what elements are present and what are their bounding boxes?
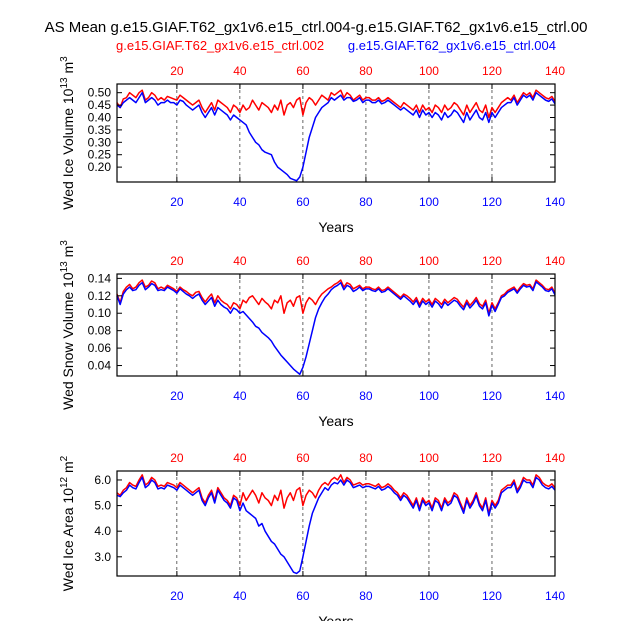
y-tick-label: 0.04 [88, 359, 112, 373]
plot-frame [116, 470, 556, 577]
x-tick-label-bottom: 20 [170, 589, 184, 603]
series-line-blue [116, 91, 556, 182]
x-tick-label-top: 140 [545, 254, 565, 268]
y-tick-label: 4.0 [94, 524, 111, 538]
x-tick-label-bottom: 120 [482, 589, 502, 603]
x-tick-label-top: 80 [359, 254, 373, 268]
y-axis-label-part: m [60, 62, 76, 78]
series-line-blue [116, 281, 556, 376]
y-tick-label: 0.10 [88, 306, 112, 320]
y-tick-label: 0.06 [88, 341, 112, 355]
y-axis-label-part: 2 [59, 455, 70, 461]
x-tick-label-bottom: 80 [359, 589, 373, 603]
chart-panels: 20204040606080801001001201201401400.200.… [59, 56, 565, 621]
x-tick-label-top: 140 [545, 64, 565, 78]
x-tick-label-top: 100 [419, 64, 439, 78]
plot-frame [116, 273, 556, 377]
x-tick-label-bottom: 20 [170, 389, 184, 403]
x-tick-label-bottom: 120 [482, 195, 502, 209]
y-axis-label: Wed Ice Area 1012 m2 [59, 455, 76, 591]
x-tick-label-bottom: 80 [359, 389, 373, 403]
x-tick-label-bottom: 60 [296, 195, 310, 209]
y-axis-label-part: Wed Ice Volume 10 [60, 88, 76, 209]
chart-panel: 20 20 40 40 60 60 80 80 100 100 120 120 140 140 0.04 0.… [59, 240, 565, 429]
y-axis-label: Wed Ice Volume 1013 m3 [59, 56, 76, 210]
y-axis-label-part: 3 [59, 56, 70, 62]
x-axis-label: Years [318, 413, 353, 429]
x-tick-label-bottom: 40 [233, 589, 247, 603]
y-axis-label-part: Wed Snow Volume 10 [60, 272, 76, 410]
y-tick-label: 6.0 [94, 473, 111, 487]
x-axis-label: Years [318, 219, 353, 235]
x-tick-label-top: 40 [233, 254, 247, 268]
x-tick-label-top: 60 [296, 254, 310, 268]
chart-panel: 20 20 40 40 60 60 80 80 100 100 120 120 140 140 3.0 4.0… [59, 451, 565, 621]
y-tick-label: 0.12 [88, 289, 112, 303]
x-tick-label-top: 80 [359, 451, 373, 465]
x-tick-label-bottom: 60 [296, 389, 310, 403]
x-tick-label-top: 120 [482, 451, 502, 465]
y-axis-label-part: 3 [59, 240, 70, 246]
x-tick-label-bottom: 140 [545, 589, 565, 603]
series-line-blue [116, 476, 556, 575]
y-tick-label: 0.25 [88, 148, 112, 162]
y-axis-label: Wed Snow Volume 1013 m3 [59, 240, 76, 410]
y-tick-label: 0.14 [88, 271, 112, 285]
x-tick-label-bottom: 140 [545, 389, 565, 403]
x-tick-label-top: 40 [233, 64, 247, 78]
chart-panel: 20204040606080801001001201201401400.200.… [59, 56, 565, 235]
x-tick-label-top: 100 [419, 254, 439, 268]
legend-blue-label: g.e15.GIAF.T62_gx1v6.e15_ctrl.004 [348, 38, 556, 53]
x-axis-label: Years [318, 613, 353, 621]
plot-frame [116, 83, 556, 183]
y-tick-label: 0.35 [88, 123, 112, 137]
x-tick-label-top: 120 [482, 254, 502, 268]
figure-title: AS Mean g.e15.GIAF.T62_gx1v6.e15_ctrl.00… [45, 19, 588, 36]
x-tick-label-bottom: 140 [545, 195, 565, 209]
series-line-red [116, 474, 556, 515]
x-tick-label-top: 80 [359, 64, 373, 78]
y-axis-label-part: Wed Ice Area 10 [60, 488, 76, 591]
y-tick-label: 0.20 [88, 160, 112, 174]
y-tick-label: 0.50 [88, 86, 112, 100]
y-axis-label-part: m [60, 461, 76, 477]
x-tick-label-top: 120 [482, 64, 502, 78]
x-tick-label-top: 40 [233, 451, 247, 465]
x-tick-label-bottom: 40 [233, 195, 247, 209]
x-tick-label-top: 60 [296, 451, 310, 465]
x-tick-label-top: 100 [419, 451, 439, 465]
y-tick-label: 3.0 [94, 550, 111, 564]
y-axis-label-part: m [60, 246, 76, 262]
y-tick-label: 5.0 [94, 499, 111, 513]
x-tick-label-top: 60 [296, 64, 310, 78]
x-tick-label-top: 140 [545, 451, 565, 465]
series-line-red [116, 279, 556, 314]
series-line-red [116, 89, 556, 119]
legend-red-label: g.e15.GIAF.T62_gx1v6.e15_ctrl.002 [116, 38, 324, 53]
x-tick-label-bottom: 100 [419, 589, 439, 603]
x-tick-label-top: 20 [170, 64, 184, 78]
y-tick-label: 0.08 [88, 324, 112, 338]
x-tick-label-bottom: 20 [170, 195, 184, 209]
x-tick-label-bottom: 100 [419, 389, 439, 403]
x-tick-label-top: 20 [170, 254, 184, 268]
y-tick-label: 0.45 [88, 98, 112, 112]
y-axis-label-part: 13 [59, 261, 70, 273]
y-tick-label: 0.40 [88, 110, 112, 124]
y-axis-label-part: 12 [59, 476, 70, 488]
y-tick-label: 0.30 [88, 135, 112, 149]
x-tick-label-bottom: 100 [419, 195, 439, 209]
x-tick-label-bottom: 40 [233, 389, 247, 403]
x-tick-label-bottom: 120 [482, 389, 502, 403]
x-tick-label-bottom: 80 [359, 195, 373, 209]
y-axis-label-part: 13 [59, 77, 70, 89]
x-tick-label-bottom: 60 [296, 589, 310, 603]
x-tick-label-top: 20 [170, 451, 184, 465]
